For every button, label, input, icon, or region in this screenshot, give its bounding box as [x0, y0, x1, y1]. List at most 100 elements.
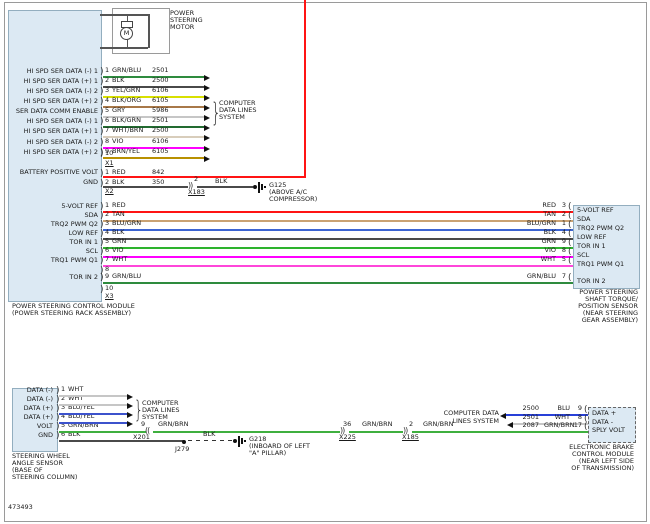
- wire-color-label: RED: [112, 201, 126, 209]
- motor-label: STEERING: [170, 16, 203, 24]
- pin-number: 9: [105, 147, 110, 155]
- brace-icon: }: [211, 98, 221, 128]
- torque-sensor-label: SHAFT TORQUE/: [585, 295, 638, 303]
- signal-label: GND: [83, 178, 98, 186]
- pin-chevron-icon: ): [56, 386, 60, 396]
- signal-label: TRQ2 PWM Q2: [577, 224, 625, 232]
- ground-location-label: (INBOARD OF LEFT: [249, 442, 310, 450]
- signal-label: LOW REF: [68, 229, 98, 237]
- wire-color-label: VIO: [112, 246, 124, 254]
- motor-symbol-letter: M: [123, 29, 130, 37]
- pin-number: 2: [194, 175, 199, 183]
- inline-connector-icon: )): [188, 181, 193, 190]
- motor-wire-bottom: [100, 47, 148, 49]
- wire-color-label: GRN/BRN: [158, 420, 189, 428]
- circuit-number: 2500: [152, 76, 169, 84]
- pin-number: 9: [577, 404, 582, 412]
- splice-label: J279: [175, 445, 190, 453]
- signal-label: DATA -: [592, 418, 614, 426]
- signal-label: GND: [38, 431, 53, 439]
- ground-label: G125: [269, 181, 287, 189]
- connector-label: X225: [339, 433, 356, 441]
- wire-color-label: TAN: [112, 210, 125, 218]
- circuit-number: 5986: [152, 106, 169, 114]
- pin-number: 1: [105, 168, 110, 176]
- swas-label: STEERING COLUMN): [12, 473, 78, 481]
- pin-number: 9: [561, 237, 566, 245]
- figure-number: 473493: [8, 503, 33, 511]
- signal-label: VOLT: [36, 422, 53, 430]
- wire-color-label: GRN/BLU: [112, 66, 142, 74]
- pin-number: 1: [561, 219, 566, 227]
- pin-chevron-icon: ): [100, 273, 104, 283]
- inline-connector-icon: )): [403, 426, 408, 435]
- pin-number: 7: [105, 255, 110, 263]
- torque-sensor-label: (NEAR STEERING: [582, 309, 638, 317]
- pin-chevron-icon: ): [100, 117, 104, 127]
- ground-symbol-icon: [253, 181, 267, 193]
- arrow-right-icon: [204, 124, 210, 131]
- pin-chevron-icon: ): [56, 395, 60, 405]
- pin-chevron-icon: ): [56, 413, 60, 423]
- wire-x1-1: [103, 76, 204, 78]
- pin-number: 36: [343, 420, 352, 428]
- pin-number: 17: [573, 421, 582, 429]
- pin-number: 5: [61, 421, 66, 429]
- wire-x3-4: [103, 238, 573, 240]
- pin-number: 8: [561, 246, 566, 254]
- circuit-number: 6105: [152, 147, 169, 155]
- pin-chevron-icon: ): [100, 256, 104, 266]
- wire-x3-6: [103, 256, 573, 258]
- ebcm-label: OF TRANSMISSION): [571, 464, 634, 472]
- pin-number: 6: [105, 116, 110, 124]
- pin-number: 1: [61, 385, 66, 393]
- pin-chevron-icon: ): [100, 285, 104, 295]
- wire-color-label: GRY: [112, 106, 126, 114]
- signal-label: TOR IN 1: [577, 242, 606, 250]
- wire-gnd-seg1: [103, 186, 188, 188]
- wire-color-label: BLU/GRN: [112, 219, 142, 227]
- pin-number: 2: [105, 76, 110, 84]
- wire-color-label: BLK: [112, 178, 125, 186]
- signal-label: SDA: [577, 215, 591, 223]
- wire-color-label: BRN/YEL: [112, 147, 140, 155]
- circuit-number: 842: [152, 168, 165, 176]
- pin-number: 3: [561, 201, 566, 209]
- pin-number: 6: [61, 430, 66, 438]
- pin-number: 2: [105, 178, 110, 186]
- pin-chevron-icon: ): [100, 229, 104, 239]
- arrow-right-icon: [204, 74, 210, 81]
- ground-wire-dashed: [188, 440, 232, 442]
- splice-dot: [182, 439, 186, 444]
- pin-chevron-icon: (: [568, 256, 572, 266]
- wire-color-label: GRN: [112, 237, 127, 245]
- signal-label: 5-VOLT REF: [577, 206, 614, 214]
- pin-chevron-icon: ): [100, 107, 104, 117]
- wire-x1-7: [103, 136, 204, 138]
- connector-label: X183: [188, 188, 205, 196]
- pin-chevron-icon: ): [100, 238, 104, 248]
- pin-number: 8: [105, 265, 110, 273]
- pin-number: 2: [105, 210, 110, 218]
- arrow-right-icon: [127, 411, 133, 418]
- computer-data-lines-label: DATA LINES: [142, 406, 180, 414]
- wire-swas-2: [59, 404, 127, 406]
- wire-color-label: YEL/GRN: [112, 86, 141, 94]
- wire-volt-seg2: [153, 431, 340, 433]
- torque-sensor-box: [573, 205, 640, 289]
- signal-label: DATA (+): [23, 413, 53, 421]
- pin-chevron-icon: ): [100, 220, 104, 230]
- ebcm-label: CONTROL MODULE: [571, 450, 634, 458]
- pin-number: 1: [105, 66, 110, 74]
- pin-chevron-icon: ): [100, 87, 104, 97]
- wire-gnd-seg2: [197, 186, 253, 188]
- pin-number: 1: [105, 201, 110, 209]
- signal-label: SDA: [84, 211, 98, 219]
- computer-data-lines-label: SYSTEM: [142, 413, 168, 421]
- arrow-right-icon: [127, 402, 133, 409]
- wire-color-label: BLK: [112, 228, 125, 236]
- wire-x1-6: [103, 126, 204, 128]
- wire-color-label: WHT: [554, 413, 570, 421]
- pin-number: 7: [561, 272, 566, 280]
- computer-data-lines-label: COMPUTER: [219, 99, 256, 107]
